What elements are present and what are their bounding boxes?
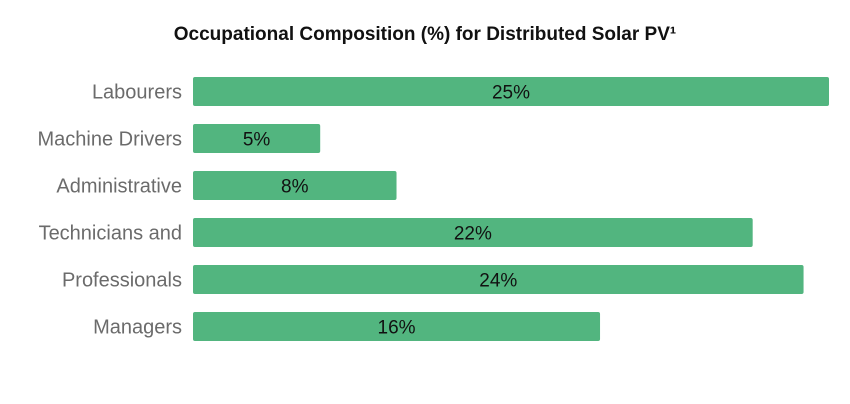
bar-1 [193, 124, 321, 153]
value-label-3: 22% [454, 224, 492, 245]
category-label-3: Technicians and [39, 223, 182, 245]
value-label-2: 8% [281, 177, 309, 198]
value-label-5: 16% [378, 318, 416, 339]
category-label-2: Administrative [56, 176, 182, 198]
category-label-1: Machine Drivers [38, 129, 182, 151]
category-label-5: Managers [93, 317, 182, 339]
bar-5 [193, 312, 601, 341]
bar-4 [193, 265, 804, 294]
category-label-4: Professionals [62, 270, 182, 292]
value-label-1: 5% [243, 130, 271, 151]
value-label-4: 24% [479, 271, 517, 292]
chart-title: Occupational Composition (%) for Distrib… [174, 24, 676, 45]
bars-group: Labourers 25% Machine Drivers 5% Administrat… [38, 77, 829, 341]
bar-2 [193, 171, 397, 200]
category-label-0: Labourers [92, 82, 182, 104]
bar-3 [193, 218, 753, 247]
bar-0 [193, 77, 829, 106]
value-label-0: 25% [492, 83, 530, 104]
